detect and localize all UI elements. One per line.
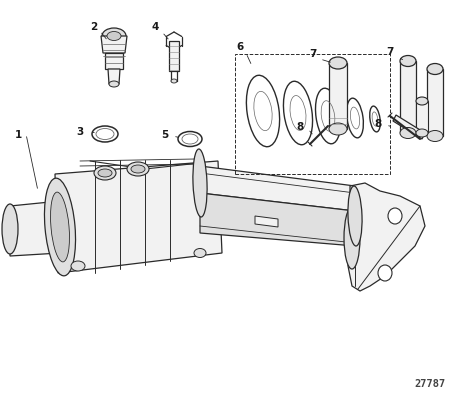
Ellipse shape	[131, 166, 145, 174]
Polygon shape	[169, 42, 179, 72]
Polygon shape	[329, 64, 347, 130]
Text: 7: 7	[310, 49, 317, 59]
Text: 8: 8	[296, 122, 304, 132]
Ellipse shape	[171, 80, 177, 84]
Ellipse shape	[57, 203, 73, 252]
Polygon shape	[55, 162, 222, 273]
Ellipse shape	[71, 261, 85, 271]
Polygon shape	[101, 37, 127, 54]
Ellipse shape	[2, 205, 18, 254]
Ellipse shape	[98, 170, 112, 178]
Polygon shape	[105, 54, 123, 70]
Text: 4: 4	[151, 22, 159, 32]
Text: 27787: 27787	[414, 378, 446, 388]
Ellipse shape	[388, 209, 402, 225]
Ellipse shape	[329, 124, 347, 136]
Ellipse shape	[400, 128, 416, 139]
Ellipse shape	[378, 265, 392, 281]
Polygon shape	[108, 70, 120, 85]
Ellipse shape	[127, 162, 149, 176]
Polygon shape	[393, 116, 425, 140]
Polygon shape	[427, 70, 443, 137]
Polygon shape	[400, 62, 416, 134]
Ellipse shape	[416, 130, 428, 138]
Ellipse shape	[193, 150, 207, 217]
Ellipse shape	[329, 58, 347, 70]
Ellipse shape	[45, 179, 75, 276]
Ellipse shape	[427, 64, 443, 75]
Ellipse shape	[51, 192, 70, 262]
Polygon shape	[10, 201, 60, 256]
Text: 7: 7	[386, 47, 394, 57]
Text: 1: 1	[14, 130, 22, 140]
Polygon shape	[200, 194, 355, 246]
Ellipse shape	[344, 207, 360, 269]
Ellipse shape	[348, 186, 362, 246]
Ellipse shape	[416, 98, 428, 106]
Ellipse shape	[102, 29, 126, 45]
Ellipse shape	[109, 82, 119, 88]
Polygon shape	[416, 102, 428, 134]
Text: 6: 6	[237, 42, 244, 52]
Ellipse shape	[94, 166, 116, 180]
Text: 2: 2	[91, 22, 98, 32]
Ellipse shape	[400, 57, 416, 67]
Ellipse shape	[194, 249, 206, 258]
Polygon shape	[255, 217, 278, 227]
Text: 3: 3	[76, 127, 83, 137]
Polygon shape	[200, 166, 355, 211]
Polygon shape	[348, 184, 425, 291]
Text: 8: 8	[374, 119, 382, 129]
Text: 5: 5	[161, 130, 169, 140]
Ellipse shape	[107, 32, 121, 41]
Ellipse shape	[427, 131, 443, 142]
